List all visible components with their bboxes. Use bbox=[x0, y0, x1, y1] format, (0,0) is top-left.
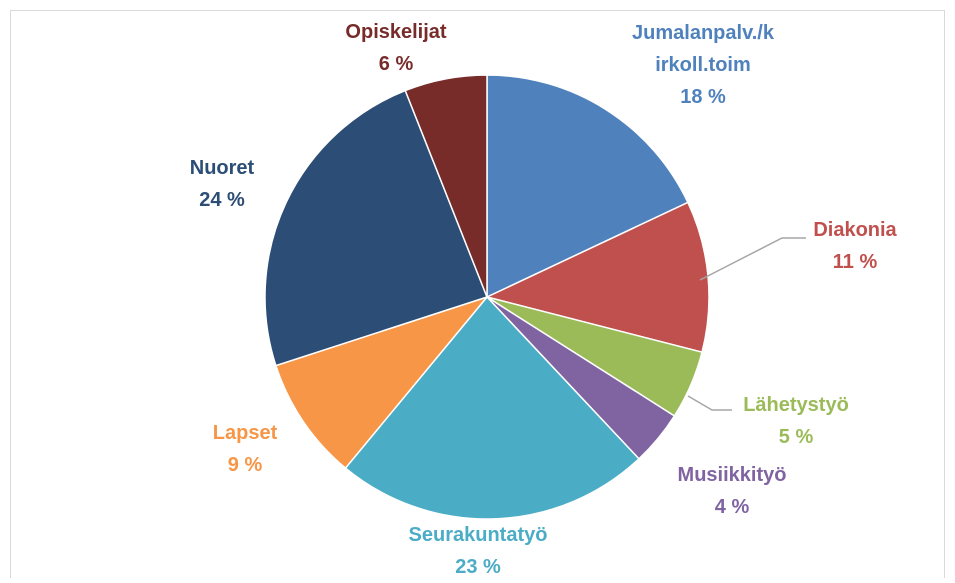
leader-line bbox=[687, 395, 732, 411]
category-label: Musiikkityö bbox=[677, 464, 787, 486]
category-label: Opiskelijat bbox=[345, 21, 447, 43]
data-label: Lähetystyö 5 % bbox=[743, 389, 849, 453]
value-label: 24 % bbox=[199, 189, 245, 211]
category-label: Diakonia bbox=[813, 219, 897, 241]
data-label: Jumalanpalv./kirkoll.toim 18 % bbox=[630, 17, 776, 113]
pie-slice bbox=[344, 295, 641, 520]
data-label: Diakonia 11 % bbox=[813, 214, 896, 278]
value-label: 6 % bbox=[378, 53, 414, 75]
chart-frame bbox=[10, 10, 945, 578]
data-label: Opiskelijat 6 % bbox=[345, 16, 446, 80]
data-label: Lapset 9 % bbox=[213, 417, 277, 481]
category-label: Nuoret bbox=[189, 157, 255, 179]
pie-slice bbox=[486, 74, 689, 299]
category-label: Seurakuntatyö bbox=[408, 524, 548, 546]
value-label: 23 % bbox=[455, 556, 501, 578]
pie-slice bbox=[264, 89, 488, 367]
category-label: Jumalanpalv./kirkoll.toim bbox=[632, 22, 774, 76]
value-label: 11 % bbox=[832, 251, 878, 273]
pie bbox=[264, 74, 710, 520]
value-label: 4 % bbox=[714, 496, 750, 518]
data-label: Musiikkityö 4 % bbox=[678, 459, 787, 523]
pie-slice bbox=[404, 74, 488, 298]
data-label: Nuoret 24 % bbox=[190, 152, 254, 216]
category-label: Lähetystyö bbox=[743, 394, 849, 416]
category-label: Lapset bbox=[212, 422, 278, 444]
value-label: 9 % bbox=[227, 454, 263, 476]
value-label: 18 % bbox=[680, 86, 726, 108]
pie-slice bbox=[274, 295, 490, 470]
data-label: Seurakuntatyö 23 % bbox=[409, 519, 548, 583]
leader-line bbox=[699, 237, 806, 281]
value-label: 5 % bbox=[778, 426, 814, 448]
